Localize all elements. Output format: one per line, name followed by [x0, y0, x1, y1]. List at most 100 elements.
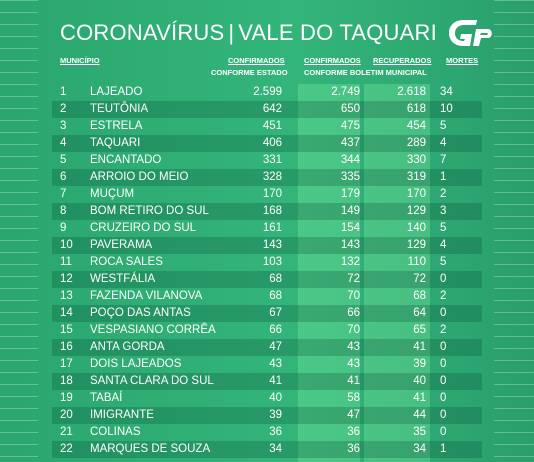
row-recuperados: 140 — [406, 222, 426, 234]
confirmados-column-highlight — [298, 84, 360, 462]
row-number: 14 — [60, 307, 73, 319]
row-mortes: 0 — [440, 392, 447, 404]
row-number: 13 — [60, 290, 73, 302]
row-confirmados-estado: 67 — [269, 307, 282, 319]
table-row: 2 TEUTÔNIA 642 650 618 10 — [52, 101, 482, 118]
row-confirmados-estado: 40 — [269, 392, 282, 404]
row-municipio: IMIGRANTE — [90, 409, 154, 421]
title-separator: | — [228, 20, 235, 45]
row-confirmados-estado: 331 — [262, 154, 282, 166]
row-number: 22 — [60, 443, 73, 455]
row-municipio: FAZENDA VILANOVA — [90, 290, 203, 302]
row-confirmados-boletim: 36 — [347, 443, 360, 455]
page-title: CORONAVÍRUS | VALE DO TAQUARI — [60, 20, 437, 46]
recuperados-column-highlight — [364, 84, 430, 462]
row-number: 8 — [60, 205, 67, 217]
table-row: 14 POÇO DAS ANTAS 67 66 64 0 — [52, 305, 482, 322]
row-confirmados-estado: 36 — [269, 426, 282, 438]
table-row: 10 PAVERAMA 143 143 129 4 — [52, 237, 482, 254]
row-recuperados: 65 — [413, 324, 426, 336]
row-confirmados-estado: 43 — [269, 358, 282, 370]
row-municipio: VESPASIANO CORRÊA — [90, 324, 216, 336]
row-mortes: 1 — [440, 443, 447, 455]
row-municipio: SANTA CLARA DO SUL — [90, 375, 214, 387]
gp-logo — [446, 16, 494, 50]
title-right: VALE DO TAQUARI — [238, 20, 437, 45]
row-municipio: TABAÍ — [90, 392, 123, 404]
row-confirmados-estado: 161 — [262, 222, 282, 234]
row-municipio: LAJEADO — [90, 86, 143, 98]
row-municipio: ARROIO DO MEIO — [90, 171, 189, 183]
row-recuperados: 170 — [406, 188, 426, 200]
row-number: 9 — [60, 222, 67, 234]
header-municipio: MUNICÍPIO — [60, 56, 100, 65]
row-confirmados-boletim: 154 — [340, 222, 360, 234]
row-recuperados: 41 — [413, 392, 426, 404]
row-mortes: 5 — [440, 222, 447, 234]
row-mortes: 0 — [440, 426, 447, 438]
row-number: 20 — [60, 409, 73, 421]
row-confirmados-boletim: 43 — [347, 358, 360, 370]
table-row: 1 LAJEADO 2.599 2.749 2.618 34 — [52, 84, 482, 101]
row-municipio: POÇO DAS ANTAS — [90, 307, 191, 319]
row-mortes: 7 — [440, 154, 447, 166]
row-municipio: ANTA GORDA — [90, 341, 165, 353]
row-confirmados-boletim: 66 — [347, 307, 360, 319]
row-mortes: 5 — [440, 256, 447, 268]
row-confirmados-boletim: 650 — [340, 103, 360, 115]
row-confirmados-boletim: 58 — [347, 392, 360, 404]
row-confirmados-boletim: 2.749 — [331, 86, 360, 98]
row-confirmados-estado: 451 — [262, 120, 282, 132]
row-recuperados: 289 — [406, 137, 426, 149]
row-number: 12 — [60, 273, 73, 285]
table-row: 8 BOM RETIRO DO SUL 168 149 129 3 — [52, 203, 482, 220]
row-number: 7 — [60, 188, 67, 200]
row-number: 5 — [60, 154, 67, 166]
row-mortes: 3 — [440, 205, 447, 217]
row-mortes: 4 — [440, 137, 447, 149]
table-row: 20 IMIGRANTE 39 47 44 0 — [52, 407, 482, 424]
table-row: 3 ESTRELA 451 475 454 5 — [52, 118, 482, 135]
row-recuperados: 64 — [413, 307, 426, 319]
table-row: 6 ARROIO DO MEIO 328 335 319 1 — [52, 169, 482, 186]
row-mortes: 1 — [440, 171, 447, 183]
table-row: 4 TAQUARI 406 437 289 4 — [52, 135, 482, 152]
row-confirmados-boletim: 335 — [340, 171, 360, 183]
table-row: 12 WESTFÁLIA 68 72 72 0 — [52, 271, 482, 288]
row-number: 4 — [60, 137, 67, 149]
row-mortes: 0 — [440, 358, 447, 370]
row-confirmados-boletim: 41 — [347, 375, 360, 387]
row-mortes: 5 — [440, 120, 447, 132]
row-confirmados-estado: 41 — [269, 375, 282, 387]
row-mortes: 2 — [440, 188, 447, 200]
row-number: 10 — [60, 239, 73, 251]
row-recuperados: 454 — [406, 120, 426, 132]
row-confirmados-boletim: 70 — [347, 290, 360, 302]
row-recuperados: 41 — [413, 341, 426, 353]
row-confirmados-boletim: 70 — [347, 324, 360, 336]
row-number: 6 — [60, 171, 67, 183]
row-municipio: BOM RETIRO DO SUL — [90, 205, 209, 217]
row-confirmados-boletim: 437 — [340, 137, 360, 149]
row-confirmados-estado: 143 — [262, 239, 282, 251]
row-number: 16 — [60, 341, 73, 353]
row-recuperados: 319 — [406, 171, 426, 183]
table-row: 16 ANTA GORDA 47 43 41 0 — [52, 339, 482, 356]
row-confirmados-estado: 642 — [262, 103, 282, 115]
row-number: 17 — [60, 358, 73, 370]
row-confirmados-estado: 68 — [269, 273, 282, 285]
table-row: 7 MUÇUM 170 179 170 2 — [52, 186, 482, 203]
row-confirmados-estado: 39 — [269, 409, 282, 421]
row-confirmados-estado: 168 — [262, 205, 282, 217]
row-municipio: DOIS LAJEADOS — [90, 358, 182, 370]
row-mortes: 34 — [440, 86, 453, 98]
row-confirmados-estado: 328 — [262, 171, 282, 183]
table-row: 11 ROCA SALES 103 132 110 5 — [52, 254, 482, 271]
right-stripe-decoration — [494, 0, 534, 462]
row-municipio: CRUZEIRO DO SUL — [90, 222, 197, 234]
row-number: 18 — [60, 375, 73, 387]
row-recuperados: 2.618 — [397, 86, 426, 98]
table-row: 13 FAZENDA VILANOVA 68 70 68 2 — [52, 288, 482, 305]
row-municipio: TAQUARI — [90, 137, 141, 149]
row-mortes: 2 — [440, 290, 447, 302]
